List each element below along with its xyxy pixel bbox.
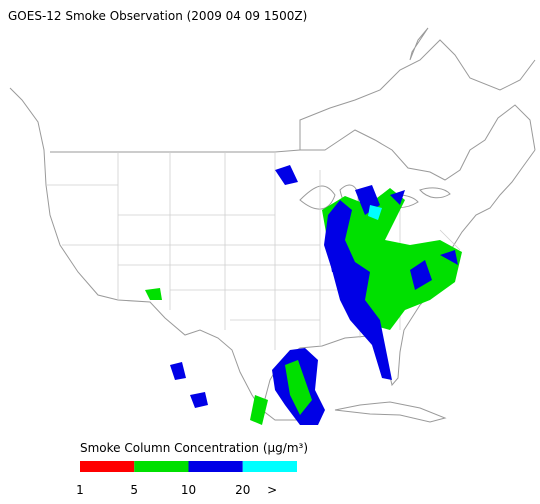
legend-label: 1 bbox=[76, 483, 84, 497]
legend-label: 20 bbox=[235, 483, 250, 497]
legend-swatch bbox=[80, 461, 135, 472]
map-title: GOES-12 Smoke Observation (2009 04 09 15… bbox=[8, 9, 307, 23]
smoke-areas bbox=[145, 165, 462, 425]
legend-swatch bbox=[134, 461, 189, 472]
legend-label: 5 bbox=[130, 483, 138, 497]
legend-swatch bbox=[188, 461, 243, 472]
legend-label: > bbox=[267, 483, 277, 497]
legend: 1 5 10 20 > bbox=[76, 461, 297, 497]
base-map bbox=[9, 27, 536, 423]
legend-swatch bbox=[242, 461, 297, 472]
legend-label: 10 bbox=[181, 483, 196, 497]
legend-title: Smoke Column Concentration (μg/m³) bbox=[80, 441, 308, 455]
